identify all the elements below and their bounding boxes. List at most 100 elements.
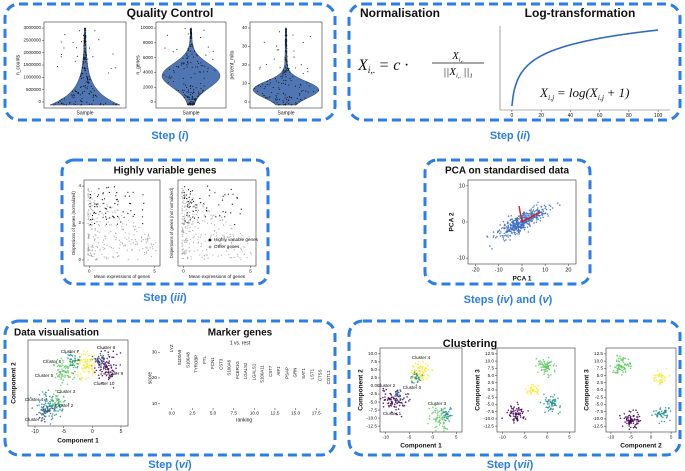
point (189, 193, 191, 195)
point (512, 225, 515, 228)
point (536, 387, 538, 390)
y-tick-label: 1500000 (23, 62, 41, 67)
point (502, 238, 505, 240)
formula-subscript: i,j (548, 93, 554, 102)
point (105, 374, 108, 377)
point (62, 401, 65, 403)
point (169, 75, 171, 77)
point (79, 373, 82, 376)
point (94, 30, 96, 32)
point (532, 206, 534, 209)
point (532, 384, 534, 386)
point (55, 413, 57, 416)
point (64, 367, 67, 370)
point (200, 87, 202, 89)
point (547, 367, 549, 370)
point (96, 206, 98, 208)
point (421, 377, 424, 380)
x-axis-label: Sample (278, 110, 295, 116)
point (128, 219, 130, 222)
point (231, 256, 233, 259)
point (101, 212, 103, 214)
point (544, 205, 547, 208)
point (44, 393, 47, 396)
point (105, 102, 107, 104)
point (286, 99, 288, 101)
point (43, 412, 46, 414)
point (183, 258, 185, 260)
point (54, 406, 57, 408)
point (119, 364, 121, 366)
point (63, 400, 66, 403)
point (189, 199, 191, 201)
point (100, 360, 103, 363)
point (416, 374, 419, 377)
point (76, 365, 79, 368)
point (448, 420, 451, 422)
point (230, 228, 232, 230)
point (283, 104, 285, 106)
point (269, 82, 271, 84)
point (219, 243, 221, 245)
point (66, 366, 68, 369)
point (553, 394, 556, 396)
point (248, 238, 250, 240)
point (65, 370, 67, 372)
point (626, 422, 628, 425)
point (517, 218, 520, 220)
point (231, 247, 233, 249)
point (184, 250, 186, 252)
point (94, 367, 96, 369)
point (506, 230, 509, 232)
point (67, 357, 69, 359)
point (85, 73, 87, 75)
point (285, 32, 287, 34)
point (542, 216, 544, 219)
point (422, 360, 424, 363)
point (164, 47, 166, 49)
point (272, 87, 274, 89)
point (136, 244, 138, 246)
point (206, 249, 208, 251)
point (145, 246, 147, 248)
visualisation-panel (3, 319, 337, 457)
point (110, 364, 112, 367)
point (102, 368, 105, 370)
y-tick-label: 20 (152, 375, 158, 380)
point (629, 362, 632, 365)
point (263, 87, 265, 89)
point (96, 204, 98, 206)
point (68, 354, 71, 357)
point (201, 211, 203, 213)
point (99, 250, 101, 252)
point (231, 203, 233, 205)
point (182, 248, 184, 250)
point (486, 235, 488, 237)
point (50, 418, 53, 421)
point (177, 65, 179, 68)
point (188, 98, 190, 100)
point (45, 405, 48, 407)
point (312, 91, 315, 93)
point (514, 409, 516, 412)
point (74, 366, 77, 369)
point (188, 246, 190, 249)
point (416, 357, 419, 359)
point (57, 401, 60, 404)
point (294, 85, 296, 87)
point (87, 58, 89, 60)
point (197, 221, 199, 223)
point (190, 191, 192, 193)
point (379, 397, 382, 400)
point (107, 205, 109, 208)
point (187, 227, 189, 229)
point (423, 368, 426, 371)
point (621, 374, 623, 376)
point (43, 415, 46, 417)
point (58, 391, 60, 394)
point (85, 56, 87, 58)
point (307, 71, 309, 73)
point (85, 40, 87, 43)
point (412, 375, 414, 377)
cluster-label: Cluster 8 (97, 345, 116, 350)
